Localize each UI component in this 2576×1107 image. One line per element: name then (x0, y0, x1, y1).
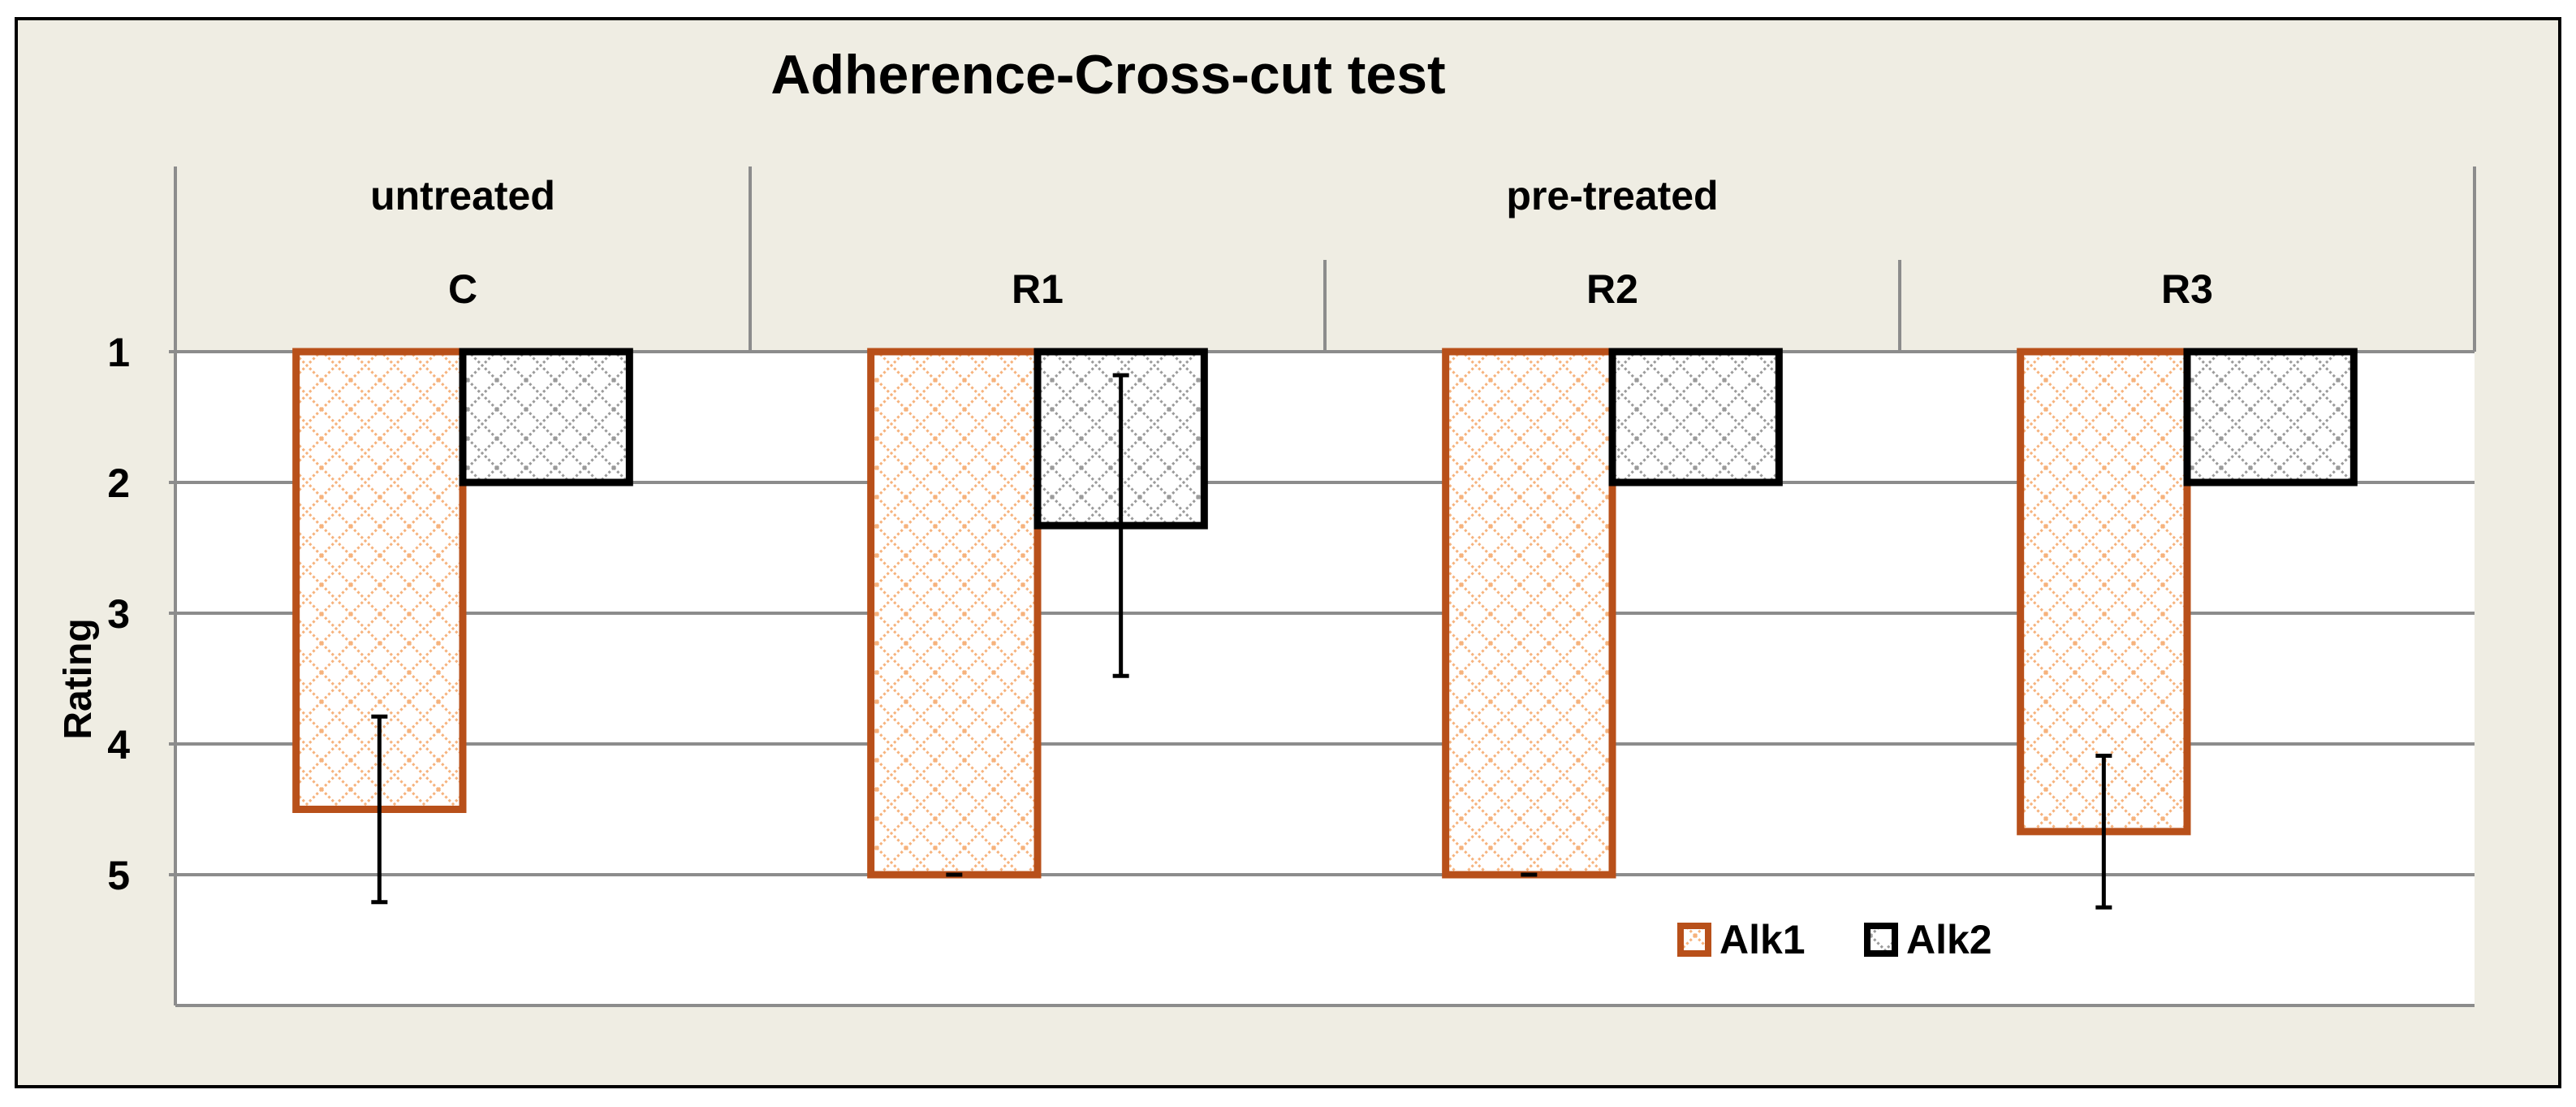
bar-alk2-r2 (1608, 348, 1783, 486)
y-tick-label: 5 (107, 853, 130, 898)
legend-label-alk2: Alk2 (1906, 917, 1992, 962)
error-bars (371, 373, 2279, 910)
y-tick-label: 3 (107, 591, 130, 637)
group-label: pre-treated (1506, 173, 1718, 218)
category-label: C (448, 266, 477, 312)
legend-swatch-alk2 (1864, 923, 1898, 957)
category-label: R3 (2161, 266, 2213, 312)
legend: Alk1 Alk2 (1677, 917, 1992, 962)
bar-alk1-r3 (2017, 348, 2191, 836)
category-header: untreated pre-treated C R1 R2 R3 (174, 166, 2476, 352)
y-tick-label: 4 (107, 722, 130, 768)
y-tick-label: 2 (107, 461, 130, 506)
bar-alk1-r2 (1442, 348, 1616, 879)
y-tick-labels: 1 2 3 4 5 (107, 330, 130, 898)
category-label: R2 (1586, 266, 1638, 312)
bar-alk2-r3 (2183, 348, 2358, 486)
bar-alk1-r1 (867, 348, 1042, 879)
y-tick-label: 1 (107, 330, 130, 375)
y-axis-label: Rating (57, 618, 100, 739)
legend-swatch-alk1 (1677, 923, 1711, 957)
legend-label-alk1: Alk1 (1719, 917, 1806, 962)
bars (292, 348, 2358, 879)
chart-title: Adherence-Cross-cut test (770, 44, 1445, 106)
category-label: R1 (1012, 266, 1064, 312)
group-label: untreated (370, 173, 555, 218)
bar-alk2-c (459, 348, 633, 486)
